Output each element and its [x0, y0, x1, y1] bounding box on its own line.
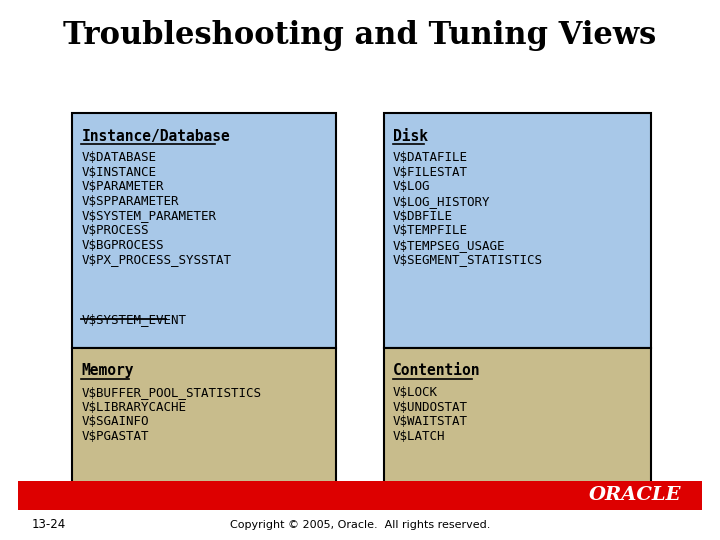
- Text: V$SEGMENT_STATISTICS: V$SEGMENT_STATISTICS: [393, 253, 543, 266]
- Text: Copyright © 2005, Oracle.  All rights reserved.: Copyright © 2005, Oracle. All rights res…: [230, 520, 490, 530]
- FancyBboxPatch shape: [73, 113, 336, 348]
- Text: V$PARAMETER: V$PARAMETER: [81, 180, 164, 193]
- Text: V$SGAINFO: V$SGAINFO: [81, 415, 149, 428]
- Text: Instance/Database: Instance/Database: [81, 129, 230, 144]
- Text: 13-24: 13-24: [31, 518, 66, 531]
- Text: V$DATABASE: V$DATABASE: [81, 151, 156, 164]
- FancyBboxPatch shape: [384, 348, 651, 483]
- Text: ORACLE: ORACLE: [590, 487, 682, 504]
- Text: Disk: Disk: [393, 129, 428, 144]
- Text: V$LOCK: V$LOCK: [393, 386, 438, 399]
- Text: V$BGPROCESS: V$BGPROCESS: [81, 239, 164, 252]
- Text: V$LIBRARYCACHE: V$LIBRARYCACHE: [81, 401, 186, 414]
- Text: V$SYSTEM_PARAMETER: V$SYSTEM_PARAMETER: [81, 210, 216, 222]
- Text: V$WAITSTAT: V$WAITSTAT: [393, 415, 468, 428]
- Text: Troubleshooting and Tuning Views: Troubleshooting and Tuning Views: [63, 19, 657, 51]
- Text: V$PROCESS: V$PROCESS: [81, 224, 149, 237]
- Text: V$SPPARAMETER: V$SPPARAMETER: [81, 195, 179, 208]
- Text: V$UNDOSTAT: V$UNDOSTAT: [393, 401, 468, 414]
- Text: Memory: Memory: [81, 363, 134, 379]
- Text: Contention: Contention: [393, 363, 480, 379]
- Text: V$DBFILE: V$DBFILE: [393, 210, 453, 222]
- Text: V$FILESTAT: V$FILESTAT: [393, 166, 468, 179]
- Text: V$PX_PROCESS_SYSSTAT: V$PX_PROCESS_SYSSTAT: [81, 253, 231, 266]
- FancyBboxPatch shape: [73, 348, 336, 483]
- Text: V$BUFFER_POOL_STATISTICS: V$BUFFER_POOL_STATISTICS: [81, 386, 261, 399]
- Text: V$TEMPFILE: V$TEMPFILE: [393, 224, 468, 237]
- Text: V$LATCH: V$LATCH: [393, 430, 446, 443]
- Text: V$DATAFILE: V$DATAFILE: [393, 151, 468, 164]
- Bar: [17, 481, 703, 510]
- Text: V$LOG_HISTORY: V$LOG_HISTORY: [393, 195, 490, 208]
- Text: V$TEMPSEG_USAGE: V$TEMPSEG_USAGE: [393, 239, 505, 252]
- Text: V$LOG: V$LOG: [393, 180, 431, 193]
- Text: V$PGASTAT: V$PGASTAT: [81, 430, 149, 443]
- Text: V$SYSTEM_EVENT: V$SYSTEM_EVENT: [81, 313, 186, 326]
- Text: V$INSTANCE: V$INSTANCE: [81, 166, 156, 179]
- FancyBboxPatch shape: [384, 113, 651, 348]
